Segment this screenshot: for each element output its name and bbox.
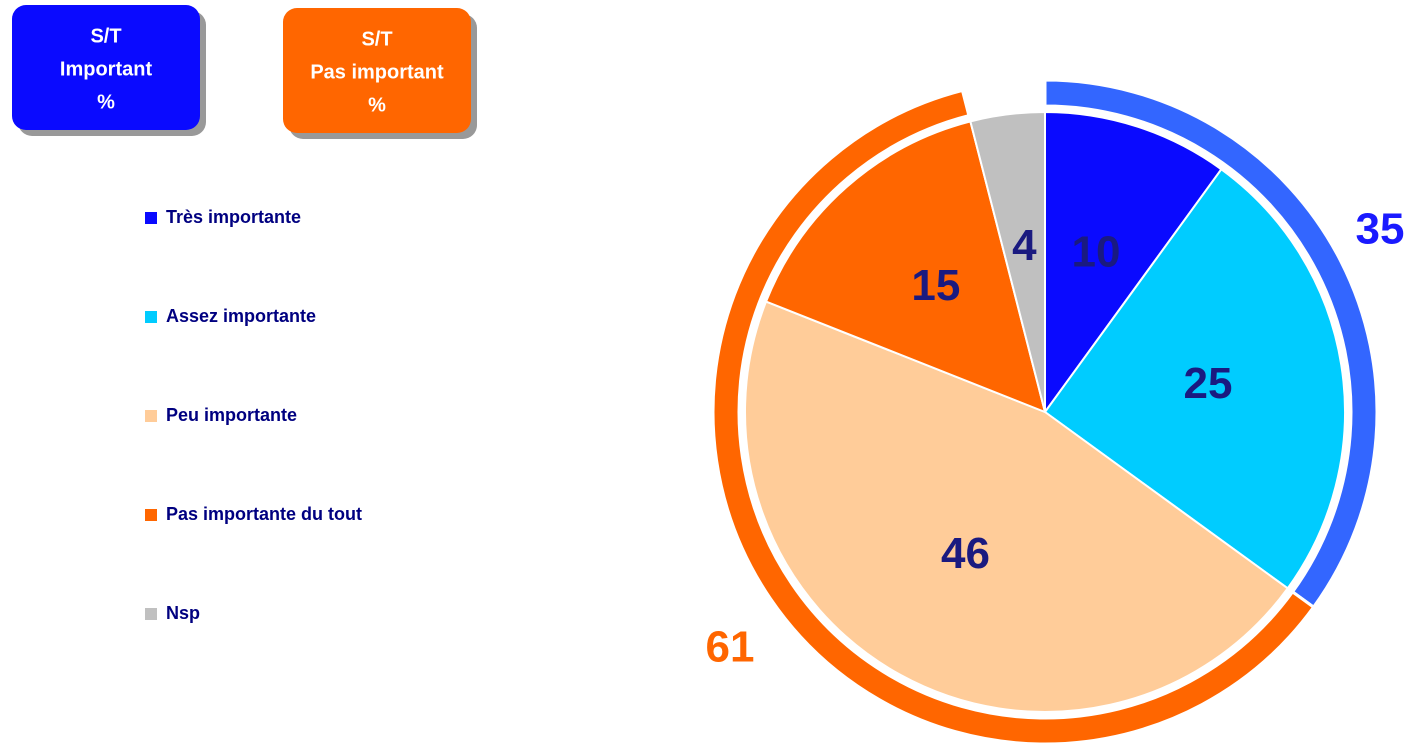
group-box-label: %: [368, 94, 386, 116]
group-total-label: 35: [1356, 205, 1405, 254]
pie-slice: [1043, 167, 1346, 590]
pie-slice: [743, 300, 1290, 714]
group-box-label: S/T: [361, 28, 392, 50]
group-box-label: %: [97, 91, 115, 113]
group-total-label: 61: [706, 623, 755, 672]
slice-label: 10: [1072, 228, 1121, 277]
legend-label: Très importante: [166, 207, 301, 227]
legend-swatch: [145, 509, 157, 521]
group-box-label: S/T: [90, 25, 121, 47]
pie-slice: [764, 120, 1047, 414]
group-box-label: Important: [60, 58, 153, 80]
group-box: [283, 8, 471, 133]
legend-label: Peu importante: [166, 405, 297, 425]
pie-slice: [969, 110, 1046, 413]
group-ring: [711, 88, 1316, 745]
group-box: [12, 5, 200, 130]
slice-label: 25: [1183, 359, 1232, 408]
group-box-label: Pas important: [310, 61, 444, 83]
slice-label: 15: [911, 261, 960, 310]
legend-swatch: [145, 410, 157, 422]
legend-label: Assez importante: [166, 306, 316, 326]
slice-label: 4: [1012, 221, 1037, 270]
legend-swatch: [145, 608, 157, 620]
legend-label: Pas importante du tout: [166, 504, 362, 524]
legend-swatch: [145, 311, 157, 323]
slice-label: 46: [941, 529, 990, 578]
legend-swatch: [145, 212, 157, 224]
pie-slice: [1044, 110, 1223, 416]
legend-label: Nsp: [166, 603, 200, 623]
